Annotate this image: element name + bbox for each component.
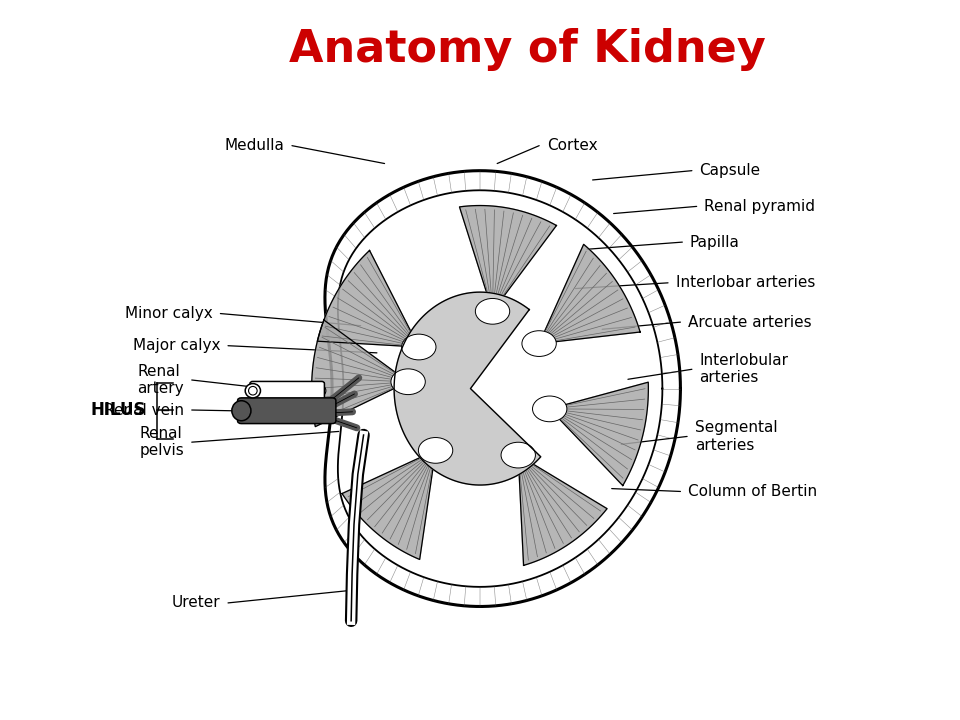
Polygon shape xyxy=(395,292,540,485)
Polygon shape xyxy=(518,455,607,565)
Text: Arcuate arteries: Arcuate arteries xyxy=(688,315,812,330)
Ellipse shape xyxy=(317,386,325,396)
Text: Ureter: Ureter xyxy=(172,595,221,611)
Text: Minor calyx: Minor calyx xyxy=(125,306,213,321)
Circle shape xyxy=(419,438,453,463)
Circle shape xyxy=(533,396,566,422)
Text: Interlobular
arteries: Interlobular arteries xyxy=(700,353,788,385)
FancyBboxPatch shape xyxy=(237,398,336,423)
Circle shape xyxy=(401,334,436,360)
Ellipse shape xyxy=(245,384,260,398)
Text: Papilla: Papilla xyxy=(690,235,740,250)
Polygon shape xyxy=(312,320,408,427)
Polygon shape xyxy=(324,171,681,606)
Polygon shape xyxy=(550,382,648,485)
Text: Renal pyramid: Renal pyramid xyxy=(705,199,815,214)
Text: Column of Bertin: Column of Bertin xyxy=(688,484,817,499)
Text: Cortex: Cortex xyxy=(547,138,597,153)
Circle shape xyxy=(475,299,510,324)
Text: Major calyx: Major calyx xyxy=(132,338,221,354)
Polygon shape xyxy=(342,451,436,559)
Ellipse shape xyxy=(249,387,257,395)
Text: Capsule: Capsule xyxy=(700,163,760,178)
Polygon shape xyxy=(460,205,557,311)
Ellipse shape xyxy=(232,401,251,420)
Polygon shape xyxy=(540,244,640,343)
Text: Anatomy of Kidney: Anatomy of Kidney xyxy=(289,28,766,71)
Text: HILUS: HILUS xyxy=(90,401,146,419)
Text: Interlobar arteries: Interlobar arteries xyxy=(676,275,815,290)
Text: Renal
artery: Renal artery xyxy=(137,364,184,396)
Circle shape xyxy=(501,442,536,468)
Text: Segmental
arteries: Segmental arteries xyxy=(695,420,778,453)
Text: Medulla: Medulla xyxy=(225,138,284,153)
FancyBboxPatch shape xyxy=(250,382,324,400)
Circle shape xyxy=(522,330,556,356)
Polygon shape xyxy=(318,251,419,347)
Circle shape xyxy=(391,369,425,395)
Text: Renal
pelvis: Renal pelvis xyxy=(139,426,184,459)
Text: Renal vein: Renal vein xyxy=(104,402,184,418)
